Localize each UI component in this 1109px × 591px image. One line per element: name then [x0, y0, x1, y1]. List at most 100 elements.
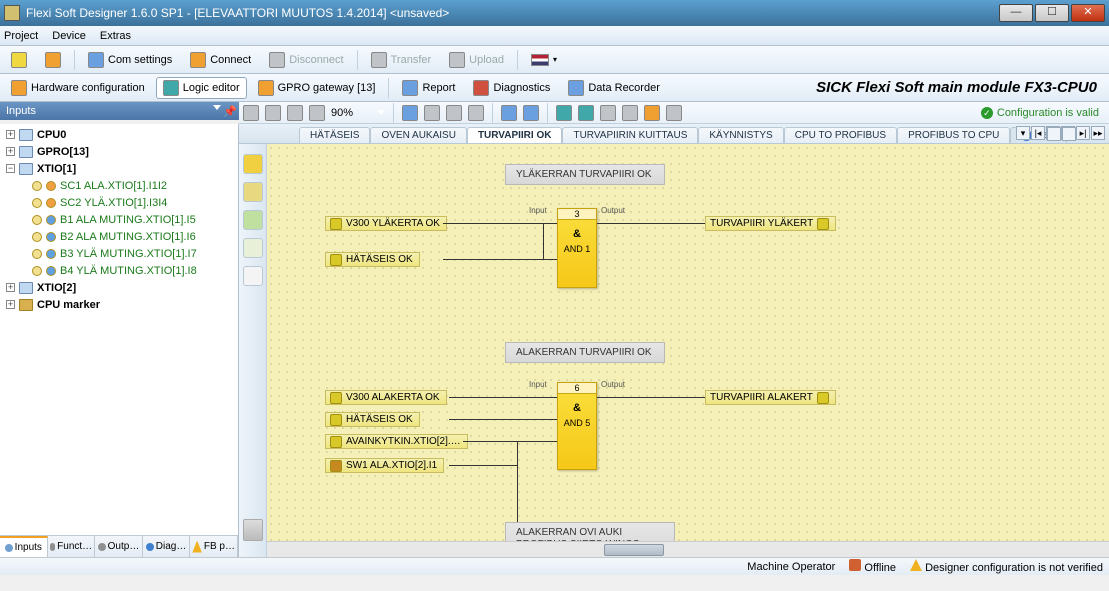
tree-node-cpumarker[interactable]: +CPU marker	[4, 296, 238, 313]
canvas-label[interactable]: YLÄKERRAN TURVAPIIRI OK	[505, 164, 665, 185]
canvas-label[interactable]: ALAKERRAN TURVAPIIRI OK	[505, 342, 665, 363]
copy-icon[interactable]	[402, 105, 418, 121]
outp-tab-icon	[98, 543, 106, 551]
left-tab-fb[interactable]: FB p…	[190, 536, 238, 557]
minimize-button[interactable]: —	[999, 4, 1033, 22]
gate-and1[interactable]: 3 & AND 1	[557, 208, 597, 288]
vtool-5[interactable]	[243, 266, 263, 286]
tree-node-gpro[interactable]: +GPRO[13]	[4, 143, 238, 160]
io-input[interactable]: V300 YLÄKERTA OK	[325, 216, 447, 231]
page-tab-cpu2profibus[interactable]: CPU TO PROFIBUS	[784, 127, 897, 143]
tool-icon-5[interactable]	[644, 105, 660, 121]
page-tab-kuittaus[interactable]: TURVAPIIRIN KUITTAUS	[562, 127, 698, 143]
io-input[interactable]: AVAINKYTKIN.XTIO[2].…	[325, 434, 468, 449]
maximize-button[interactable]: ☐	[1035, 4, 1069, 22]
io-input[interactable]: HÄTÄSEIS OK	[325, 252, 420, 267]
tree-node-cpu0[interactable]: +CPU0	[4, 126, 238, 143]
upload-button[interactable]: Upload	[442, 49, 511, 71]
menu-extras[interactable]: Extras	[100, 30, 131, 42]
tool-icon-6[interactable]	[666, 105, 682, 121]
grid-icon[interactable]	[556, 105, 572, 121]
page-tab-kaynnistys[interactable]: KÄYNNISTYS	[698, 127, 783, 143]
left-tab-outp[interactable]: Outp…	[95, 536, 143, 557]
report-button[interactable]: Report	[395, 77, 462, 99]
new-project-button[interactable]	[4, 49, 34, 71]
gate-name: AND 1	[558, 242, 596, 258]
tree-node-xtio1[interactable]: −XTIO[1]	[4, 160, 238, 177]
inputs-tree[interactable]: +CPU0 +GPRO[13] −XTIO[1] SC1 ALA.XTIO[1]…	[0, 124, 238, 535]
diagnostics-button[interactable]: Diagnostics	[466, 77, 557, 99]
data-recorder-button[interactable]: Data Recorder	[561, 77, 667, 99]
disconnect-label: Disconnect	[289, 54, 343, 66]
cut-icon[interactable]	[424, 105, 440, 121]
tree-leaf[interactable]: SC1 ALA.XTIO[1].I1I2	[4, 177, 238, 194]
tool-icon-3[interactable]	[600, 105, 616, 121]
hardware-config-button[interactable]: Hardware configuration	[4, 77, 152, 99]
undo-area-icon[interactable]	[243, 105, 259, 121]
scrollbar-thumb[interactable]	[604, 544, 664, 556]
tool-icon-4[interactable]	[622, 105, 638, 121]
window-title: Flexi Soft Designer 1.6.0 SP1 - [ELEVAAT…	[26, 6, 999, 20]
zoom-value[interactable]: 90%	[331, 107, 371, 119]
print-icon[interactable]	[309, 105, 325, 121]
tree-leaf[interactable]: B1 ALA MUTING.XTIO[1].I5	[4, 211, 238, 228]
grid2-icon[interactable]	[578, 105, 594, 121]
menu-device[interactable]: Device	[52, 30, 86, 42]
panel-menu-icon[interactable]	[213, 105, 221, 110]
canvas-label[interactable]: ALAKERRAN OVI AUKI PROFIBUS SIIRTO WINCC	[505, 522, 675, 541]
page-tab-turvapiiri[interactable]: TURVAPIIRI OK	[467, 127, 563, 143]
tree-leaf[interactable]: B3 YLÄ MUTING.XTIO[1].I7	[4, 245, 238, 262]
tree-leaf[interactable]: B2 ALA MUTING.XTIO[1].I6	[4, 228, 238, 245]
left-tab-funct[interactable]: Funct…	[48, 536, 96, 557]
page-tab-hataseis[interactable]: HÄTÄSEIS	[299, 127, 370, 143]
page-tab-profibus2cpu[interactable]: PROFIBUS TO CPU	[897, 127, 1010, 143]
tab-prev-icon[interactable]	[1046, 126, 1060, 140]
left-tab-inputs[interactable]: Inputs	[0, 536, 48, 557]
tab-last-icon[interactable]: ▸|	[1076, 126, 1090, 140]
tool-icon-1[interactable]	[265, 105, 281, 121]
zoom-dropdown-icon[interactable]	[377, 110, 385, 115]
logic-canvas[interactable]: YLÄKERRAN TURVAPIIRI OK V300 YLÄKERTA OK…	[267, 144, 1109, 541]
logic-editor-button[interactable]: Logic editor	[156, 77, 247, 99]
canvas-hscrollbar[interactable]	[267, 541, 1109, 557]
language-button[interactable]: ▾	[524, 51, 564, 69]
vtool-3[interactable]	[243, 210, 263, 230]
io-input[interactable]: HÄTÄSEIS OK	[325, 412, 420, 427]
transfer-icon	[371, 52, 387, 68]
gate-and5[interactable]: 6 & AND 5	[557, 382, 597, 470]
close-button[interactable]: ✕	[1071, 4, 1105, 22]
paste-icon[interactable]	[446, 105, 462, 121]
com-settings-button[interactable]: Com settings	[81, 49, 179, 71]
io-output[interactable]: TURVAPIIRI ALAKERT	[705, 390, 836, 405]
vtool-1[interactable]	[243, 154, 263, 174]
disconnect-button[interactable]: Disconnect	[262, 49, 350, 71]
page-tab-oven[interactable]: OVEN AUKAISU	[370, 127, 466, 143]
redo-icon[interactable]	[523, 105, 539, 121]
tool-icon-2[interactable]	[287, 105, 303, 121]
gpro-gateway-button[interactable]: GPRO gateway [13]	[251, 77, 383, 99]
tree-leaf[interactable]: B4 YLÄ MUTING.XTIO[1].I8	[4, 262, 238, 279]
gpro-label: GPRO gateway [13]	[278, 82, 376, 94]
tab-end-icon[interactable]: ▸▸	[1091, 126, 1105, 140]
trash-icon[interactable]	[243, 519, 263, 541]
tab-first-icon[interactable]: |◂	[1031, 126, 1045, 140]
tab-menu-icon[interactable]: ▾	[1016, 126, 1030, 140]
canvas-label-line: ALAKERRAN OVI AUKI	[516, 527, 664, 539]
vtool-4[interactable]	[243, 238, 263, 258]
wire	[443, 223, 557, 224]
panel-pin-icon[interactable]: 📌	[223, 105, 233, 118]
transfer-button[interactable]: Transfer	[364, 49, 439, 71]
tree-leaf[interactable]: SC2 YLÄ.XTIO[1].I3I4	[4, 194, 238, 211]
open-button[interactable]	[38, 49, 68, 71]
tab-next-icon[interactable]	[1061, 126, 1075, 140]
left-tab-diag[interactable]: Diag…	[143, 536, 191, 557]
tree-node-xtio2[interactable]: +XTIO[2]	[4, 279, 238, 296]
io-input[interactable]: V300 ALAKERTA OK	[325, 390, 447, 405]
io-output[interactable]: TURVAPIIRI YLÄKERT	[705, 216, 836, 231]
vtool-2[interactable]	[243, 182, 263, 202]
menu-project[interactable]: Project	[4, 30, 38, 42]
undo-icon[interactable]	[501, 105, 517, 121]
connect-button[interactable]: Connect	[183, 49, 258, 71]
io-input[interactable]: SW1 ALA.XTIO[2].I1	[325, 458, 444, 473]
delete-icon[interactable]	[468, 105, 484, 121]
